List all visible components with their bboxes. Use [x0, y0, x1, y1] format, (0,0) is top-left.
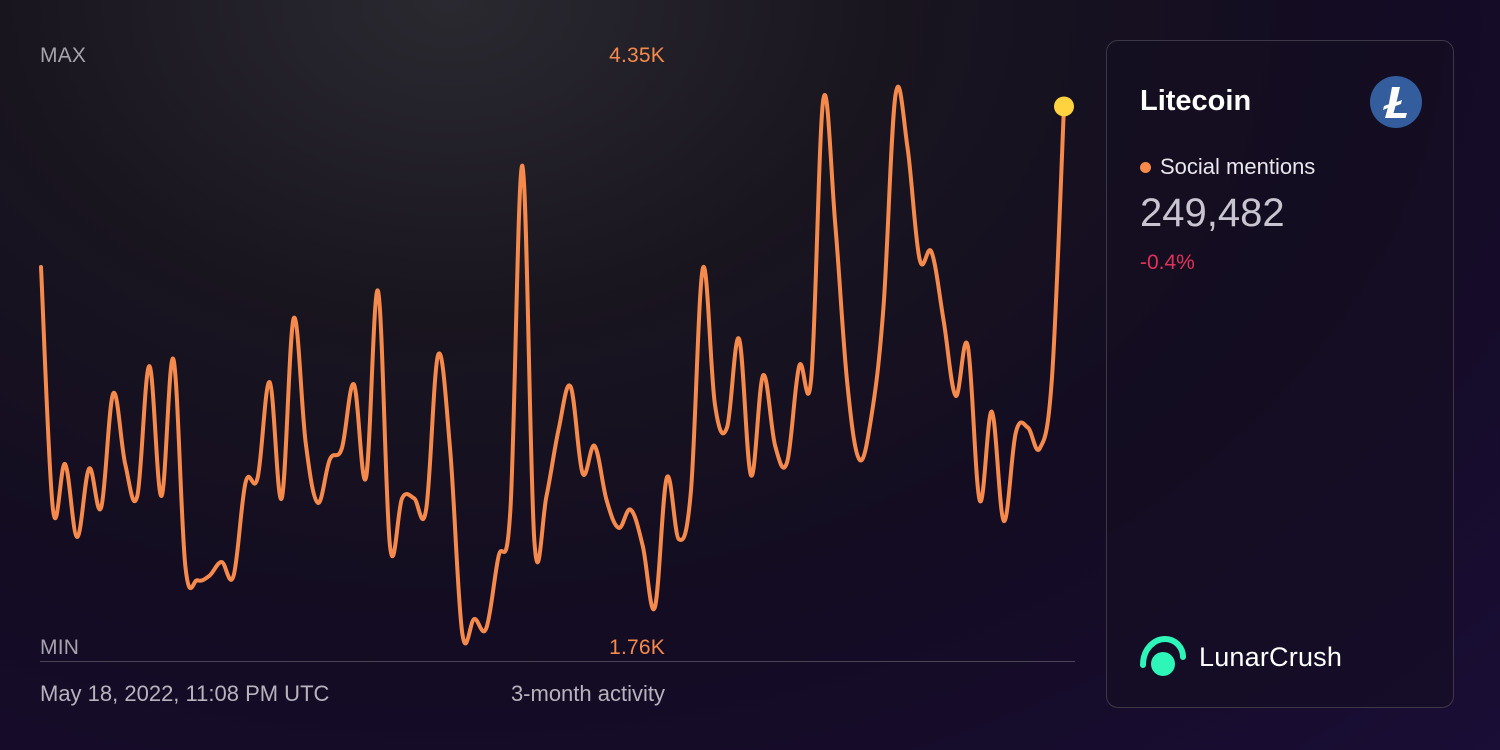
baseline	[40, 661, 1075, 662]
brand: LunarCrush	[1139, 635, 1342, 679]
brand-name: LunarCrush	[1199, 641, 1343, 672]
min-label: MIN	[40, 636, 80, 659]
series-line-social-mentions	[39, 84, 1066, 646]
series-dot-icon	[1140, 161, 1151, 173]
metric-change: -0.4%	[1140, 251, 1195, 274]
coin-name: Litecoin	[1140, 85, 1252, 117]
last-data-point	[1054, 96, 1074, 117]
period-label: 3-month activity	[510, 681, 665, 706]
lunarcrush-logo-icon	[1140, 635, 1186, 676]
line-chart	[39, 84, 1074, 646]
min-value: 1.76K	[609, 636, 665, 659]
litecoin-icon	[1370, 76, 1422, 128]
timestamp: May 18, 2022, 11:08 PM UTC	[40, 681, 330, 706]
max-value: 4.35K	[609, 44, 665, 67]
chart-area: MAX 4.35K MIN 1.76K May 18, 2022, 11:08 …	[39, 44, 1075, 706]
max-label: MAX	[40, 44, 87, 67]
coin-card: Litecoin Social mentions 249,482 -0.4% L…	[1106, 40, 1454, 708]
metric-label: Social mentions	[1160, 154, 1316, 179]
metric-value: 249,482	[1140, 191, 1285, 235]
metric-label-row: Social mentions	[1140, 154, 1315, 180]
